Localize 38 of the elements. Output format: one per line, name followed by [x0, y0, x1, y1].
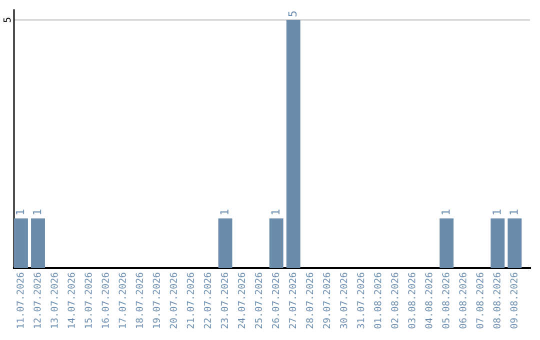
x-tick-label: 21.07.2026	[186, 272, 194, 328]
x-tick-label: 03.08.2026	[408, 272, 416, 328]
x-tick-label: 19.07.2026	[152, 272, 160, 328]
x-tick-label: 24.07.2026	[238, 272, 246, 328]
x-tick-label: 12.07.2026	[34, 272, 41, 328]
data-label: 1	[442, 210, 450, 214]
x-tick-label: 18.07.2026	[136, 272, 143, 328]
x-tick-label: 04.08.2026	[425, 272, 432, 328]
x-tick-label: 30.07.2026	[340, 272, 348, 328]
data-label: 5	[288, 11, 297, 16]
x-tick-label: 20.07.2026	[170, 272, 177, 328]
x-tick-label: 08.08.2026	[493, 272, 500, 328]
x-tick-label: 15.07.2026	[84, 272, 92, 328]
x-tick-label: 27.07.2026	[288, 272, 296, 328]
x-tick-label: 13.07.2026	[50, 272, 58, 328]
data-label: 1	[33, 210, 42, 214]
x-tick-label: 28.07.2026	[306, 272, 314, 328]
x-tick-label: 17.07.2026	[118, 272, 126, 328]
x-tick-label: 26.07.2026	[272, 272, 280, 328]
x-tick-label: 02.08.2026	[391, 272, 398, 328]
data-label: 1	[271, 210, 280, 214]
x-tick-label: 05.08.2026	[442, 272, 450, 328]
data-label: 1	[492, 210, 501, 214]
data-label: 1	[16, 210, 24, 214]
x-tick-label: 07.08.2026	[476, 272, 484, 328]
x-tick-label: 11.07.2026	[16, 272, 24, 328]
x-tick-label: 14.07.2026	[68, 272, 75, 328]
data-label: 1	[510, 210, 518, 214]
x-tick-label: 29.07.2026	[323, 272, 330, 328]
x-tick-label: 06.08.2026	[459, 272, 466, 328]
x-tick-label: 16.07.2026	[102, 272, 109, 328]
x-tick-label: 01.08.2026	[374, 272, 382, 328]
x-tick-label: 25.07.2026	[254, 272, 262, 328]
x-tick-label: 22.07.2026	[204, 272, 212, 328]
x-tick-label: 31.07.2026	[357, 272, 364, 328]
data-label: 1	[220, 210, 228, 214]
x-tick-label: 23.07.2026	[220, 272, 228, 328]
x-tick-label: 09.08.2026	[510, 272, 518, 328]
